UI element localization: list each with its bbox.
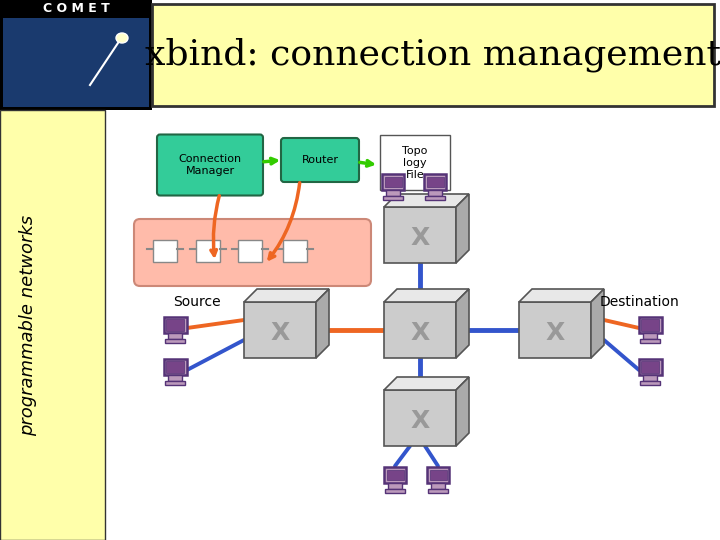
Bar — [387, 470, 403, 481]
Bar — [426, 177, 444, 187]
Text: Destination: Destination — [600, 295, 680, 309]
Polygon shape — [456, 289, 469, 358]
Bar — [384, 207, 456, 263]
Bar — [244, 302, 316, 358]
Polygon shape — [456, 194, 469, 263]
Bar — [388, 483, 402, 489]
Text: C O M E T: C O M E T — [42, 3, 109, 16]
Bar — [163, 359, 186, 375]
Bar — [424, 174, 446, 190]
Polygon shape — [244, 289, 329, 302]
Bar — [0, 0, 152, 110]
Bar — [431, 483, 445, 489]
Bar — [427, 467, 449, 483]
Bar — [519, 302, 591, 358]
Bar — [163, 317, 186, 333]
Bar — [384, 177, 402, 187]
Text: X: X — [271, 321, 289, 345]
Bar — [165, 381, 185, 385]
Polygon shape — [384, 377, 469, 390]
Text: Topo
logy
File: Topo logy File — [402, 146, 428, 180]
Bar — [166, 319, 184, 331]
Bar — [639, 381, 660, 385]
Bar — [386, 190, 400, 196]
Text: X: X — [410, 321, 430, 345]
Polygon shape — [519, 289, 604, 302]
Bar — [385, 489, 405, 493]
Text: Source: Source — [173, 295, 220, 309]
Bar — [0, 110, 105, 540]
Text: programmable networks: programmable networks — [19, 214, 37, 436]
Text: xbind: connection management: xbind: connection management — [145, 38, 720, 72]
Bar — [3, 18, 149, 107]
Bar — [166, 361, 184, 373]
Polygon shape — [384, 289, 469, 302]
Bar — [425, 196, 445, 200]
Bar — [428, 489, 448, 493]
Bar — [639, 317, 662, 333]
Bar — [384, 302, 456, 358]
Bar — [641, 319, 659, 331]
Bar — [428, 190, 442, 196]
Bar — [168, 375, 182, 381]
Text: X: X — [545, 321, 564, 345]
Bar — [152, 4, 714, 106]
Text: X: X — [410, 226, 430, 250]
Bar — [639, 359, 662, 375]
Bar — [165, 339, 185, 343]
Bar — [642, 375, 657, 381]
Bar — [384, 390, 456, 446]
Bar — [382, 174, 404, 190]
FancyBboxPatch shape — [157, 134, 263, 195]
Bar — [238, 240, 262, 262]
Bar — [196, 240, 220, 262]
Bar — [383, 196, 403, 200]
Polygon shape — [316, 289, 329, 358]
Text: Connection
Manager: Connection Manager — [179, 154, 242, 176]
Bar — [168, 333, 182, 339]
Bar — [641, 361, 659, 373]
FancyBboxPatch shape — [134, 219, 371, 286]
Ellipse shape — [116, 33, 128, 43]
Bar — [283, 240, 307, 262]
Polygon shape — [384, 194, 469, 207]
Bar — [153, 240, 177, 262]
Bar — [639, 339, 660, 343]
FancyBboxPatch shape — [281, 138, 359, 182]
Bar — [384, 467, 406, 483]
Polygon shape — [456, 377, 469, 446]
Text: X: X — [410, 409, 430, 433]
Text: Router: Router — [302, 155, 338, 165]
Polygon shape — [591, 289, 604, 358]
Bar — [642, 333, 657, 339]
Bar — [430, 470, 446, 481]
Bar — [380, 135, 450, 190]
